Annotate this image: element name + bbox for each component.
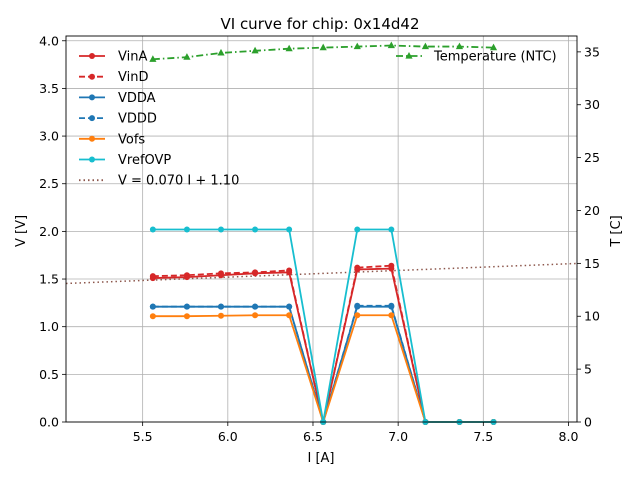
data-point-vrefovp [388, 226, 395, 233]
data-point-vofs [218, 312, 225, 319]
data-point-vrefovp [252, 226, 259, 233]
legend-label: V = 0.070 I + 1.10 [118, 174, 239, 189]
axes-frame [65, 35, 578, 423]
data-point-temperature [183, 53, 191, 60]
series-line-vina [152, 267, 494, 423]
data-point-vddd [252, 303, 259, 310]
legend-marker [89, 135, 95, 142]
x-tick-label: 7.0 [388, 429, 408, 444]
data-point-vddd [218, 303, 225, 310]
y-tick-label: 2.0 [39, 224, 59, 239]
data-point-vofs [149, 313, 156, 320]
data-point-vofs [354, 312, 361, 319]
x-tick-label: 5.5 [133, 429, 153, 444]
y-tick-label: 1.0 [39, 319, 59, 334]
y2-axis-label: T [C] [609, 215, 624, 247]
data-point-vddd [286, 303, 293, 310]
y-tick-label: 2.5 [39, 176, 59, 191]
legend-label: VinD [118, 70, 148, 85]
y2-tick-label: 15 [584, 256, 600, 271]
y-tick-label: 0.5 [39, 367, 59, 382]
data-point-temperature [251, 46, 259, 54]
legend-marker [89, 53, 95, 59]
data-point-vind [183, 272, 190, 279]
data-point-vind [388, 262, 395, 269]
legend-voltages: VinA VinD VDDA VDDD Vofs VrefOVP V = 0.070 I +… [79, 50, 239, 189]
legend-marker [89, 73, 95, 80]
data-point-vrefovp [354, 226, 361, 233]
y2-tick-label: 5 [584, 362, 592, 377]
y-tick-label: 0.0 [39, 415, 59, 430]
legend-label: Vofs [118, 132, 145, 147]
y-tick-label: 4.0 [39, 33, 59, 48]
legend-marker [89, 115, 95, 122]
data-point-vind [218, 270, 225, 277]
chart-title: VI curve for chip: 0x14d42 [220, 15, 419, 33]
data-point-temperature [149, 55, 157, 62]
data-point-temperature [353, 42, 361, 50]
y2-tick-label: 30 [584, 97, 600, 112]
data-point-vddd [183, 303, 190, 310]
legend-label: Temperature (NTC) [433, 50, 557, 65]
legend-temperature: Temperature (NTC) [396, 50, 557, 65]
data-point-temperature [319, 43, 327, 51]
data-point-vrefovp [286, 226, 293, 233]
data-point-vofs [388, 312, 395, 319]
data-point-vrefovp [183, 226, 190, 233]
legend-label: VDDD [118, 112, 157, 127]
legend-label: VrefOVP [118, 153, 171, 168]
data-point-temperature [285, 44, 293, 52]
x-tick-label: 8.0 [559, 429, 579, 444]
y-tick-label: 1.5 [39, 272, 59, 287]
data-point-temperature [421, 42, 430, 50]
data-point-vddd [388, 302, 395, 309]
y2-tick-label: 25 [584, 150, 600, 165]
data-point-temperature [489, 43, 498, 51]
legend-marker [89, 94, 95, 101]
data-point-vind [354, 264, 361, 271]
axes: 5.5 6.0 6.5 7.0 7.5 8.0 0.0 0.5 1.0 1.5 2.0 2.5 3.0 3… [39, 33, 600, 444]
data-point-vind [286, 267, 293, 274]
data-point-temperature [455, 42, 464, 50]
data-point-temperature [217, 48, 225, 56]
data-point-vrefovp [149, 226, 156, 233]
x-tick-label: 7.5 [473, 429, 493, 444]
legend-marker [405, 52, 413, 59]
y2-tick-label: 10 [584, 309, 600, 324]
series-line-vddd [152, 304, 494, 426]
data-point-vofs [286, 312, 293, 319]
y-tick-label: 3.5 [39, 81, 59, 96]
data-point-vind [252, 269, 259, 276]
series-line-vind [152, 264, 494, 423]
y-axis-label: V [V] [14, 215, 29, 247]
y-tick-label: 3.0 [39, 129, 59, 144]
data-point-vrefovp [218, 226, 225, 233]
x-tick-label: 6.0 [218, 429, 238, 444]
legend-marker [89, 156, 95, 163]
data-point-vind [149, 273, 156, 280]
series-line-vdda [152, 305, 494, 426]
y2-tick-label: 20 [584, 203, 600, 218]
data-point-vofs [252, 312, 259, 319]
data-point-vofs [183, 313, 190, 320]
data-point-vddd [354, 302, 361, 309]
y2-tick-label: 0 [584, 415, 592, 430]
x-axis-label: I [A] [307, 451, 334, 466]
y2-tick-label: 35 [584, 44, 600, 59]
series-line-vrefovp [152, 228, 494, 423]
data-point-vddd [149, 303, 156, 310]
legend-label: VDDA [118, 91, 156, 106]
x-tick-label: 6.5 [303, 429, 323, 444]
series-line-vofs [152, 314, 494, 425]
legend-label: VinA [118, 50, 147, 65]
data-point-temperature [387, 41, 395, 49]
